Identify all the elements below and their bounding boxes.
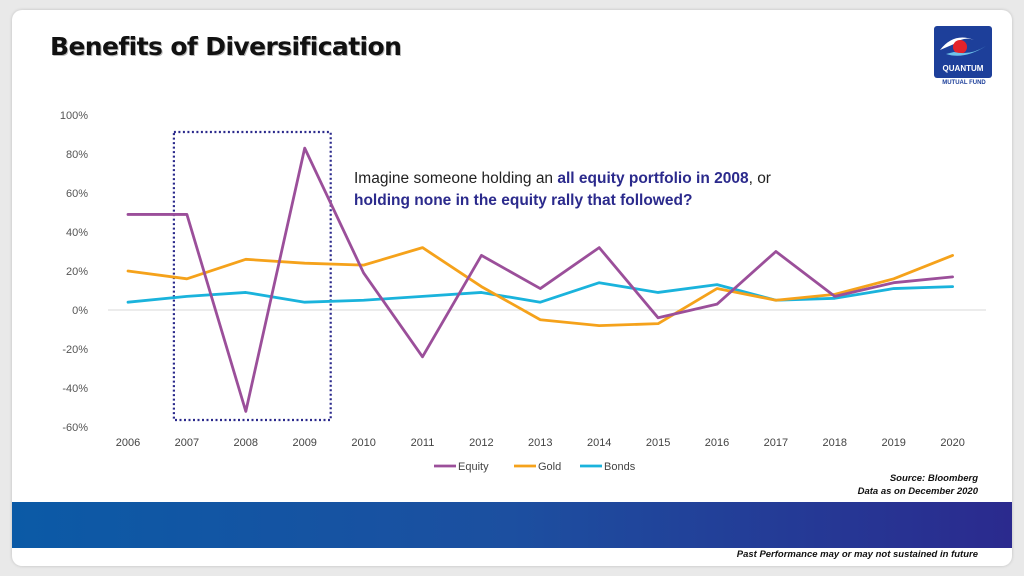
y-tick-label: 80% <box>66 149 88 161</box>
chart-annotation: Imagine someone holding an all equity po… <box>354 168 874 212</box>
x-tick-label: 2018 <box>823 437 847 449</box>
y-tick-label: 60% <box>66 188 88 200</box>
y-tick-label: 100% <box>60 110 88 122</box>
x-tick-label: 2010 <box>351 437 375 449</box>
x-tick-label: 2008 <box>234 437 258 449</box>
y-tick-label: -40% <box>62 383 88 395</box>
x-tick-label: 2013 <box>528 437 552 449</box>
x-tick-label: 2006 <box>116 437 140 449</box>
y-tick-label: 20% <box>66 266 88 278</box>
x-tick-label: 2012 <box>469 437 493 449</box>
y-tick-label: 40% <box>66 227 88 239</box>
legend-label-equity: Equity <box>458 461 489 473</box>
x-tick-label: 2020 <box>940 437 964 449</box>
x-tick-label: 2007 <box>175 437 199 449</box>
logo-badge: QUANTUM <box>934 26 992 78</box>
returns-line-chart: -60% -40% -20% 0% 20% 40% 60% 80% 100% 2006 2007 20… <box>60 110 986 473</box>
series-line-equity <box>126 146 954 413</box>
y-tick-label: 0% <box>72 305 88 317</box>
annotation-text-2: , or <box>748 170 771 187</box>
slide-title: Benefits of Diversification <box>50 32 402 61</box>
logo-subtext: MUTUAL FUND <box>942 80 986 86</box>
source-note: Source: Bloomberg Data as on December 20… <box>858 472 978 498</box>
x-tick-label: 2017 <box>764 437 788 449</box>
legend-label-gold: Gold <box>538 461 561 473</box>
quantum-logo: QUANTUM MUTUAL FUND <box>934 26 994 90</box>
logo-wordmark: QUANTUM <box>942 64 984 73</box>
x-tick-label: 2016 <box>705 437 729 449</box>
series-line-bonds <box>126 281 954 304</box>
footer-band <box>12 502 1012 548</box>
x-tick-label: 2019 <box>881 437 905 449</box>
annotation-text-1: Imagine someone holding an <box>354 170 558 187</box>
source-line: Source: Bloomberg <box>889 473 978 484</box>
annotation-emphasis-2: holding none in the equity rally that fo… <box>354 192 693 209</box>
legend-label-bonds: Bonds <box>604 461 636 473</box>
logo-emblem-icon <box>940 37 986 56</box>
data-date-line: Data as on December 2020 <box>857 486 978 497</box>
x-tick-label: 2009 <box>292 437 316 449</box>
y-tick-label: -20% <box>62 344 88 356</box>
annotation-emphasis-1: all equity portfolio in 2008 <box>557 170 749 187</box>
highlight-box-2007-2009 <box>172 130 332 422</box>
y-tick-label: -60% <box>62 422 88 434</box>
x-tick-label: 2015 <box>646 437 670 449</box>
series-line-gold <box>126 246 954 328</box>
disclaimer: Past Performance may or may not sustaine… <box>736 549 978 560</box>
slide: Benefits of Diversification QUANTUM MUTU… <box>12 10 1012 566</box>
x-tick-label: 2011 <box>411 437 435 449</box>
x-tick-label: 2014 <box>587 437 611 449</box>
